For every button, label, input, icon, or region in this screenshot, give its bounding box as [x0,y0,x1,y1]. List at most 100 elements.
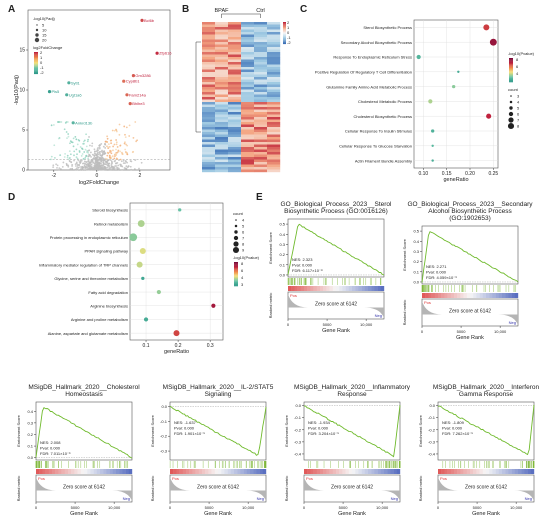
volcano-point [112,145,115,148]
volcano-point [76,157,79,160]
size-legend-label: 10 [42,28,47,33]
heatmap-cell [215,154,229,158]
volcano-point [104,152,107,155]
gsea-title: Signaling [205,391,232,398]
rank-gradient [374,469,378,474]
size-legend-label: 9 [242,248,245,253]
heatmap-cell [241,167,255,170]
color-legend-swatch [509,71,513,73]
rank-gradient [358,286,362,291]
color-legend-swatch [34,69,38,71]
gsea-plot-e3: MSigDB_Hallmark_2020__CholesterolHomeost… [16,384,140,517]
rank-gradient [466,469,471,474]
volcano-point [84,167,87,169]
volcano-point [81,147,83,150]
heatmap-legend-swatch [283,37,286,39]
size-legend-dot [508,111,514,117]
volcano-point [105,163,108,166]
rank-gradient [125,469,129,474]
rank-gradient [361,469,365,474]
volcano-point [123,125,126,128]
rank-gradient [240,469,244,474]
y-tick-label: 0.4 [279,232,285,237]
heatmap-cell [228,27,242,30]
heatmap-cell [254,34,268,38]
x-tick-label: 5000 [473,505,483,510]
heatmap-cell [202,24,216,28]
heatmap-cell [254,87,268,90]
color-legend-label: 4 [516,71,519,76]
volcano-point [104,143,106,146]
volcano-point [86,150,89,152]
x-axis-label: geneRatio [443,177,468,183]
rank-gradient [374,286,378,291]
heatmap-cell [228,99,242,103]
rank-gradient [342,286,346,291]
volcano-point [106,137,109,140]
volcano-point [88,167,91,170]
neg-label: Neg [509,320,516,325]
heatmap-cell [202,112,216,115]
heatmap-cell [228,89,242,93]
heatmap-cell [267,82,281,85]
volcano-point [85,165,88,168]
rank-gradient [450,293,455,298]
heatmap-cell [254,109,268,113]
color-legend-label: -2 [40,70,44,75]
size-legend-label: 7 [517,118,520,123]
group-label-ctrl: Ctrl [256,8,265,14]
rank-gradient [211,469,215,474]
heatmap-cell [228,159,242,163]
x-tick-label: 0.2 [175,343,182,349]
heatmap-cell [228,114,242,118]
heatmap-cell [215,74,229,78]
volcano-point [57,137,60,140]
rank-gradient [438,293,442,298]
gsea-stat: Pval: 0.000 [174,426,195,431]
volcano-point [81,165,84,168]
heatmap-cell [202,167,216,170]
heatmap-cell [202,157,216,160]
heatmap-cell [228,59,242,63]
color-legend-label: 6 [516,64,519,69]
volcano-point [50,124,53,127]
heatmap-cell [241,69,255,73]
heatmap-cell [215,54,229,58]
heatmap-cell [215,84,229,88]
term-dot [431,159,434,162]
volcano-point [72,137,75,140]
rank-gradient [339,286,343,291]
color-legend-swatch [34,64,38,66]
size-legend-label: 4 [517,100,520,105]
volcano-point [116,162,119,164]
size-legend-label: 5 [242,224,245,229]
heatmap-cell [267,77,281,80]
heatmap-cell [202,22,216,25]
volcano-gene-label: Pls5 [52,89,61,94]
size-legend-label: 8 [242,242,245,247]
volcano-point [108,162,111,165]
volcano-point [68,157,71,159]
heatmap-cell [254,59,268,63]
x-tick-label: 5000 [205,505,215,510]
volcano-point [109,168,112,171]
volcano-point [93,154,95,157]
heatmap-cell [228,112,242,115]
volcano-point [113,129,116,132]
volcano-point [122,159,125,162]
volcano-point [84,169,87,171]
color-legend-swatch [34,70,38,72]
volcano-point [115,157,118,160]
neg-label: Neg [375,313,382,318]
volcano-point [95,164,98,167]
rank-gradient [434,293,439,298]
rank-gradient [227,469,231,474]
heatmap-cell [241,159,255,163]
volcano-point [96,161,99,164]
heatmap-cell [254,39,268,43]
term-dot [428,99,433,104]
rank-gradient [348,469,353,474]
color-legend-swatch [34,68,38,70]
size-legend-title: -log10(Padj) [33,16,55,21]
gsea-stat: NES: 2.271 [426,264,447,269]
